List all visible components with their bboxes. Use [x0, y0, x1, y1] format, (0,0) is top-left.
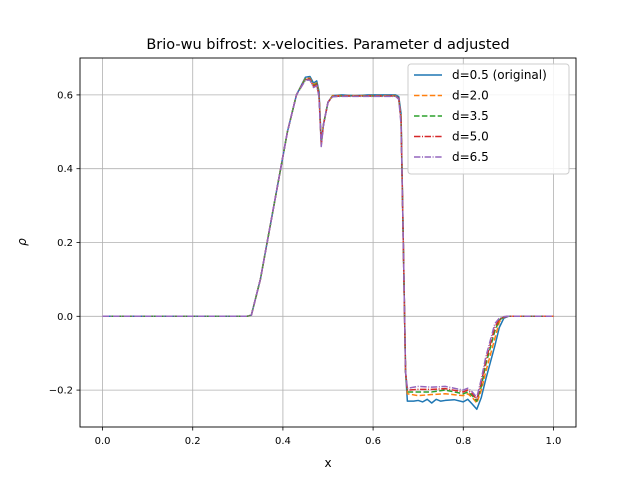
x-tick-label: 0.2 — [185, 436, 201, 447]
y-tick-label: 0.6 — [57, 90, 73, 101]
y-tick-label: 0.0 — [57, 312, 73, 323]
x-tick-label: 0.0 — [95, 436, 111, 447]
legend-frame — [407, 63, 570, 175]
x-tick-label: 1.0 — [546, 436, 562, 447]
x-tick-label: 0.6 — [365, 436, 381, 447]
y-tick-label: 0.4 — [57, 164, 73, 175]
legend-label-2: d=3.5 — [452, 109, 489, 123]
legend-label-4: d=6.5 — [452, 150, 489, 164]
legend: d=0.5 (original) d=2.0 d=3.5 d=5.0 d=6.5 — [407, 63, 570, 175]
x-axis-label: x — [324, 456, 331, 470]
chart-title: Brio-wu bifrost: x-velocities. Parameter… — [146, 37, 509, 53]
series-lines — [102, 75, 554, 411]
x-tick-label: 0.8 — [455, 436, 471, 447]
x-tick-label: 0.4 — [275, 436, 291, 447]
legend-label-3: d=5.0 — [452, 130, 489, 144]
legend-label-0: d=0.5 (original) — [452, 68, 547, 82]
y-axis: −0.2 0.0 0.2 0.4 0.6 — [49, 90, 80, 397]
y-tick-label: 0.2 — [57, 238, 73, 249]
y-tick-label: −0.2 — [49, 386, 73, 397]
x-axis: 0.0 0.2 0.4 0.6 0.8 1.0 — [95, 427, 562, 447]
legend-label-1: d=2.0 — [452, 89, 489, 103]
y-axis-label: ρ — [15, 238, 29, 246]
series-line-4 — [102, 79, 554, 399]
